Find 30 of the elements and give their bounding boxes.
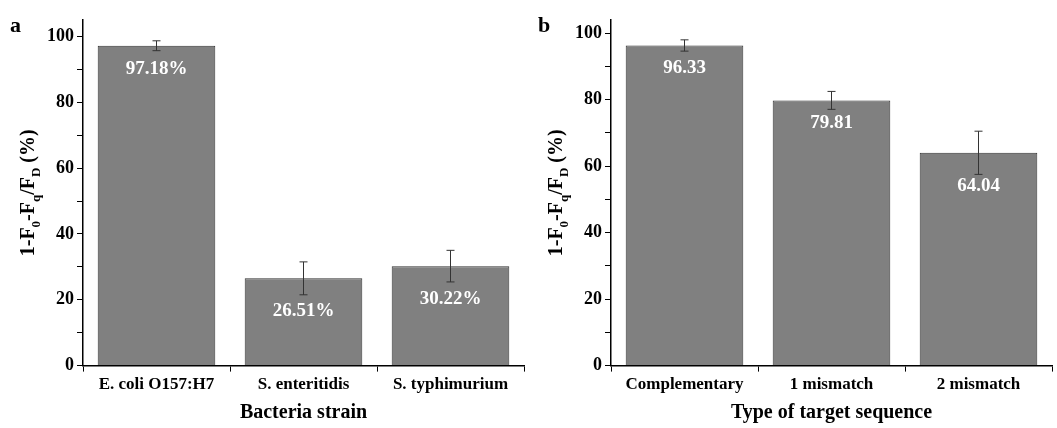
x-tick-label: Complementary [625,374,745,394]
x-axis-title: Bacteria strain [239,400,368,422]
x-tick-label: S. enteritidis [257,374,350,394]
y-tick-label: 100 [47,25,74,46]
x-tick-label: S. typhimurium [392,374,509,394]
data-label: 30.22% [419,287,482,309]
y-tick-label: 20 [56,288,74,309]
y-tick-label: 20 [584,287,602,308]
chart-title: a [10,12,21,37]
y-tick-label: 0 [65,354,74,375]
chart-title: b [538,12,551,37]
x-axis-title: Type of target sequence [730,400,933,423]
data-label: 79.81 [810,111,853,133]
y-tick-label: 0 [593,354,602,375]
x-tick-label: 1 mismatch [789,374,874,394]
y-tick-label: 40 [584,221,602,242]
x-tick-label: E. coli O157:H7 [98,374,215,394]
y-tick-label: 80 [56,90,74,111]
x-tick-label: 2 mismatch [936,374,1021,394]
data-label: 97.18% [125,56,188,78]
y-tick-label: 100 [575,21,602,42]
y-axis-title: 1-F0-Fq/FD (%) [544,129,571,257]
data-label: 64.04 [957,173,1001,195]
y-tick-label: 40 [56,222,74,243]
y-axis-title: 1-F0-Fq/FD (%) [16,129,43,257]
y-tick-label: 80 [584,88,602,109]
data-label: 26.51% [272,299,335,321]
data-label: 96.33 [663,56,706,78]
y-tick-label: 60 [584,154,602,175]
y-tick-label: 60 [56,156,74,177]
